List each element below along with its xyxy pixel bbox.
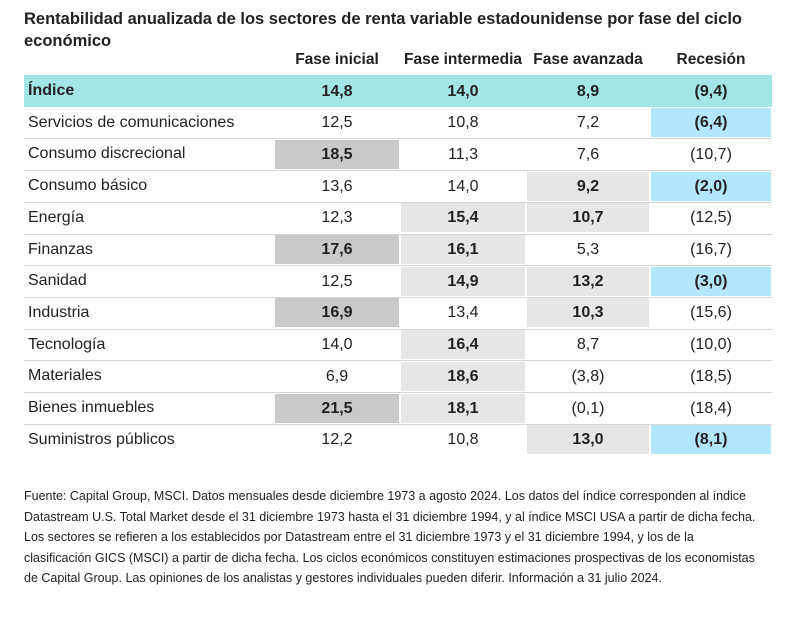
- table-cell: (18,4): [690, 399, 732, 417]
- table-cell: 14,0: [447, 82, 479, 100]
- table-cell: 12,2: [321, 431, 353, 449]
- row-label: Suministros públicos: [28, 430, 175, 448]
- row-label: Consumo básico: [28, 177, 148, 195]
- table-row: [24, 201, 772, 235]
- table-cell: (6,4): [651, 108, 771, 138]
- row-label: Servicios de comunicaciones: [28, 113, 235, 131]
- table-cell: (3,0): [651, 266, 771, 296]
- table-cell: 12,5: [321, 272, 353, 290]
- table-cell: (18,5): [690, 367, 732, 385]
- table-row: [24, 233, 772, 267]
- table-cell: (10,7): [690, 145, 732, 163]
- table-cell: 18,1: [401, 393, 525, 423]
- table-cell: 18,5: [275, 139, 399, 169]
- table-cell: 18,6: [401, 361, 525, 391]
- table-cell: (15,6): [690, 304, 732, 322]
- table-row: [24, 423, 772, 457]
- table-cell: 11,3: [448, 145, 478, 163]
- table-cell: 10,7: [527, 203, 649, 233]
- table-cell: (10,0): [690, 336, 732, 354]
- table-cell: 16,9: [275, 298, 399, 328]
- table-cell: 14,9: [401, 266, 525, 296]
- table-cell: (2,0): [651, 171, 771, 201]
- row-label: Consumo discrecional: [28, 145, 186, 163]
- row-label: Materiales: [28, 367, 102, 385]
- table-cell: 17,6: [275, 235, 399, 264]
- table-cell: 14,0: [447, 177, 479, 195]
- table-row: [24, 296, 772, 330]
- column-header: Fase avanzada: [533, 51, 643, 68]
- index-row: [24, 75, 772, 107]
- table-row: [24, 360, 772, 393]
- table-cell: 5,3: [576, 241, 600, 258]
- table-cell: 8,9: [576, 82, 600, 100]
- table-cell: (8,1): [651, 425, 771, 455]
- table-cell: 14,8: [321, 82, 353, 100]
- row-label: Finanzas: [28, 240, 93, 258]
- table-cell: (0,1): [571, 399, 605, 417]
- table-row: [24, 170, 772, 203]
- chart-title: Rentabilidad anualizada de los sectores …: [24, 10, 742, 50]
- table-cell: 9,2: [527, 171, 649, 201]
- table-cell: 10,8: [447, 114, 479, 132]
- row-label: Índice: [28, 82, 75, 99]
- table-cell: 10,8: [447, 431, 479, 449]
- table-cell: (3,8): [571, 367, 605, 385]
- table-cell: 13,4: [447, 304, 479, 322]
- row-label: Energía: [28, 208, 85, 226]
- row-label: Bienes inmuebles: [28, 399, 155, 416]
- table-cell: 14,0: [321, 336, 353, 354]
- table-row: [24, 328, 772, 362]
- row-label: Sanidad: [28, 272, 87, 290]
- table-row: [24, 265, 772, 298]
- table-cell: 6,9: [325, 367, 349, 385]
- table-cell: (12,5): [690, 209, 732, 227]
- table-cell: 21,5: [275, 393, 399, 423]
- column-header: Recesión: [676, 51, 746, 68]
- column-header: Fase intermedia: [403, 51, 523, 68]
- table-cell: 13,0: [527, 425, 649, 455]
- column-header: Fase inicial: [295, 51, 379, 68]
- table-cell: 13,2: [527, 266, 649, 296]
- row-label: Tecnología: [28, 335, 106, 353]
- table-row: [24, 392, 772, 425]
- table-cell: 16,1: [401, 235, 525, 264]
- table-row: [24, 138, 772, 171]
- row-label: Industria: [28, 303, 90, 321]
- table-cell: 8,7: [576, 336, 600, 354]
- table-cell: 12,5: [321, 114, 353, 132]
- table-cell: 7,6: [576, 145, 600, 163]
- table-cell: (9,4): [694, 82, 728, 100]
- table-cell: 13,6: [321, 177, 353, 195]
- table-cell: 16,4: [401, 330, 525, 360]
- table-cell: 10,3: [527, 298, 649, 328]
- table-cell: (16,7): [690, 241, 732, 258]
- table-cell: 12,3: [321, 209, 353, 227]
- table-cell: 7,2: [576, 114, 600, 132]
- source-footnote: Fuente: Capital Group, MSCI. Datos mensu…: [24, 489, 756, 585]
- table-cell: 15,4: [401, 203, 525, 233]
